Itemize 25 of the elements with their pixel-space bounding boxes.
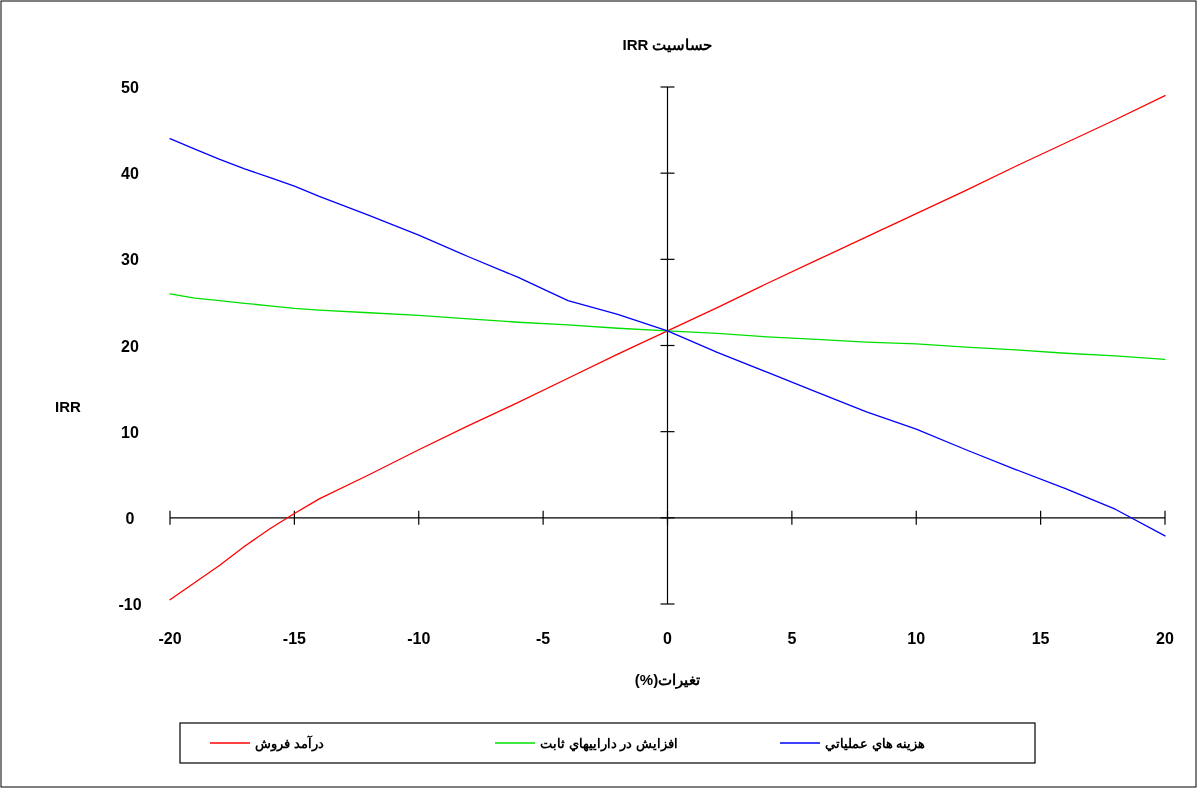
x-tick-label: 0: [663, 630, 673, 647]
x-axis-title: تغیرات(%): [634, 671, 701, 689]
x-tick-label: 5: [787, 630, 797, 647]
line-series: [169, 138, 1166, 537]
y-tick-label: 0: [125, 509, 135, 527]
y-tick-label: 50: [121, 79, 139, 96]
y-tick-label: 10: [121, 423, 139, 441]
line-series: [169, 94, 1166, 601]
x-tick-label: 10: [907, 630, 926, 647]
x-tick-label: 20: [1156, 630, 1174, 647]
x-tick-label: -20: [158, 630, 182, 647]
y-tick-label: 40: [121, 165, 139, 183]
y-axis-title: IRR: [55, 398, 82, 415]
x-tick-label: 15: [1031, 630, 1050, 647]
chart-title: حساسیت IRR: [622, 36, 713, 53]
y-tick-label: -10: [118, 596, 142, 613]
x-tick-label: -15: [282, 630, 307, 647]
legend-label: افزایش در داراییهاي ثابت: [540, 736, 678, 752]
legend-label: هزینه هاي عملیاتي: [825, 736, 926, 752]
y-tick-label: 20: [121, 337, 139, 355]
x-tick-label: -5: [536, 630, 551, 647]
y-tick-label: 30: [121, 251, 139, 269]
line-series: [169, 293, 1166, 360]
x-tick-label: -10: [407, 630, 431, 647]
legend-label: درآمد فروش: [255, 735, 324, 752]
